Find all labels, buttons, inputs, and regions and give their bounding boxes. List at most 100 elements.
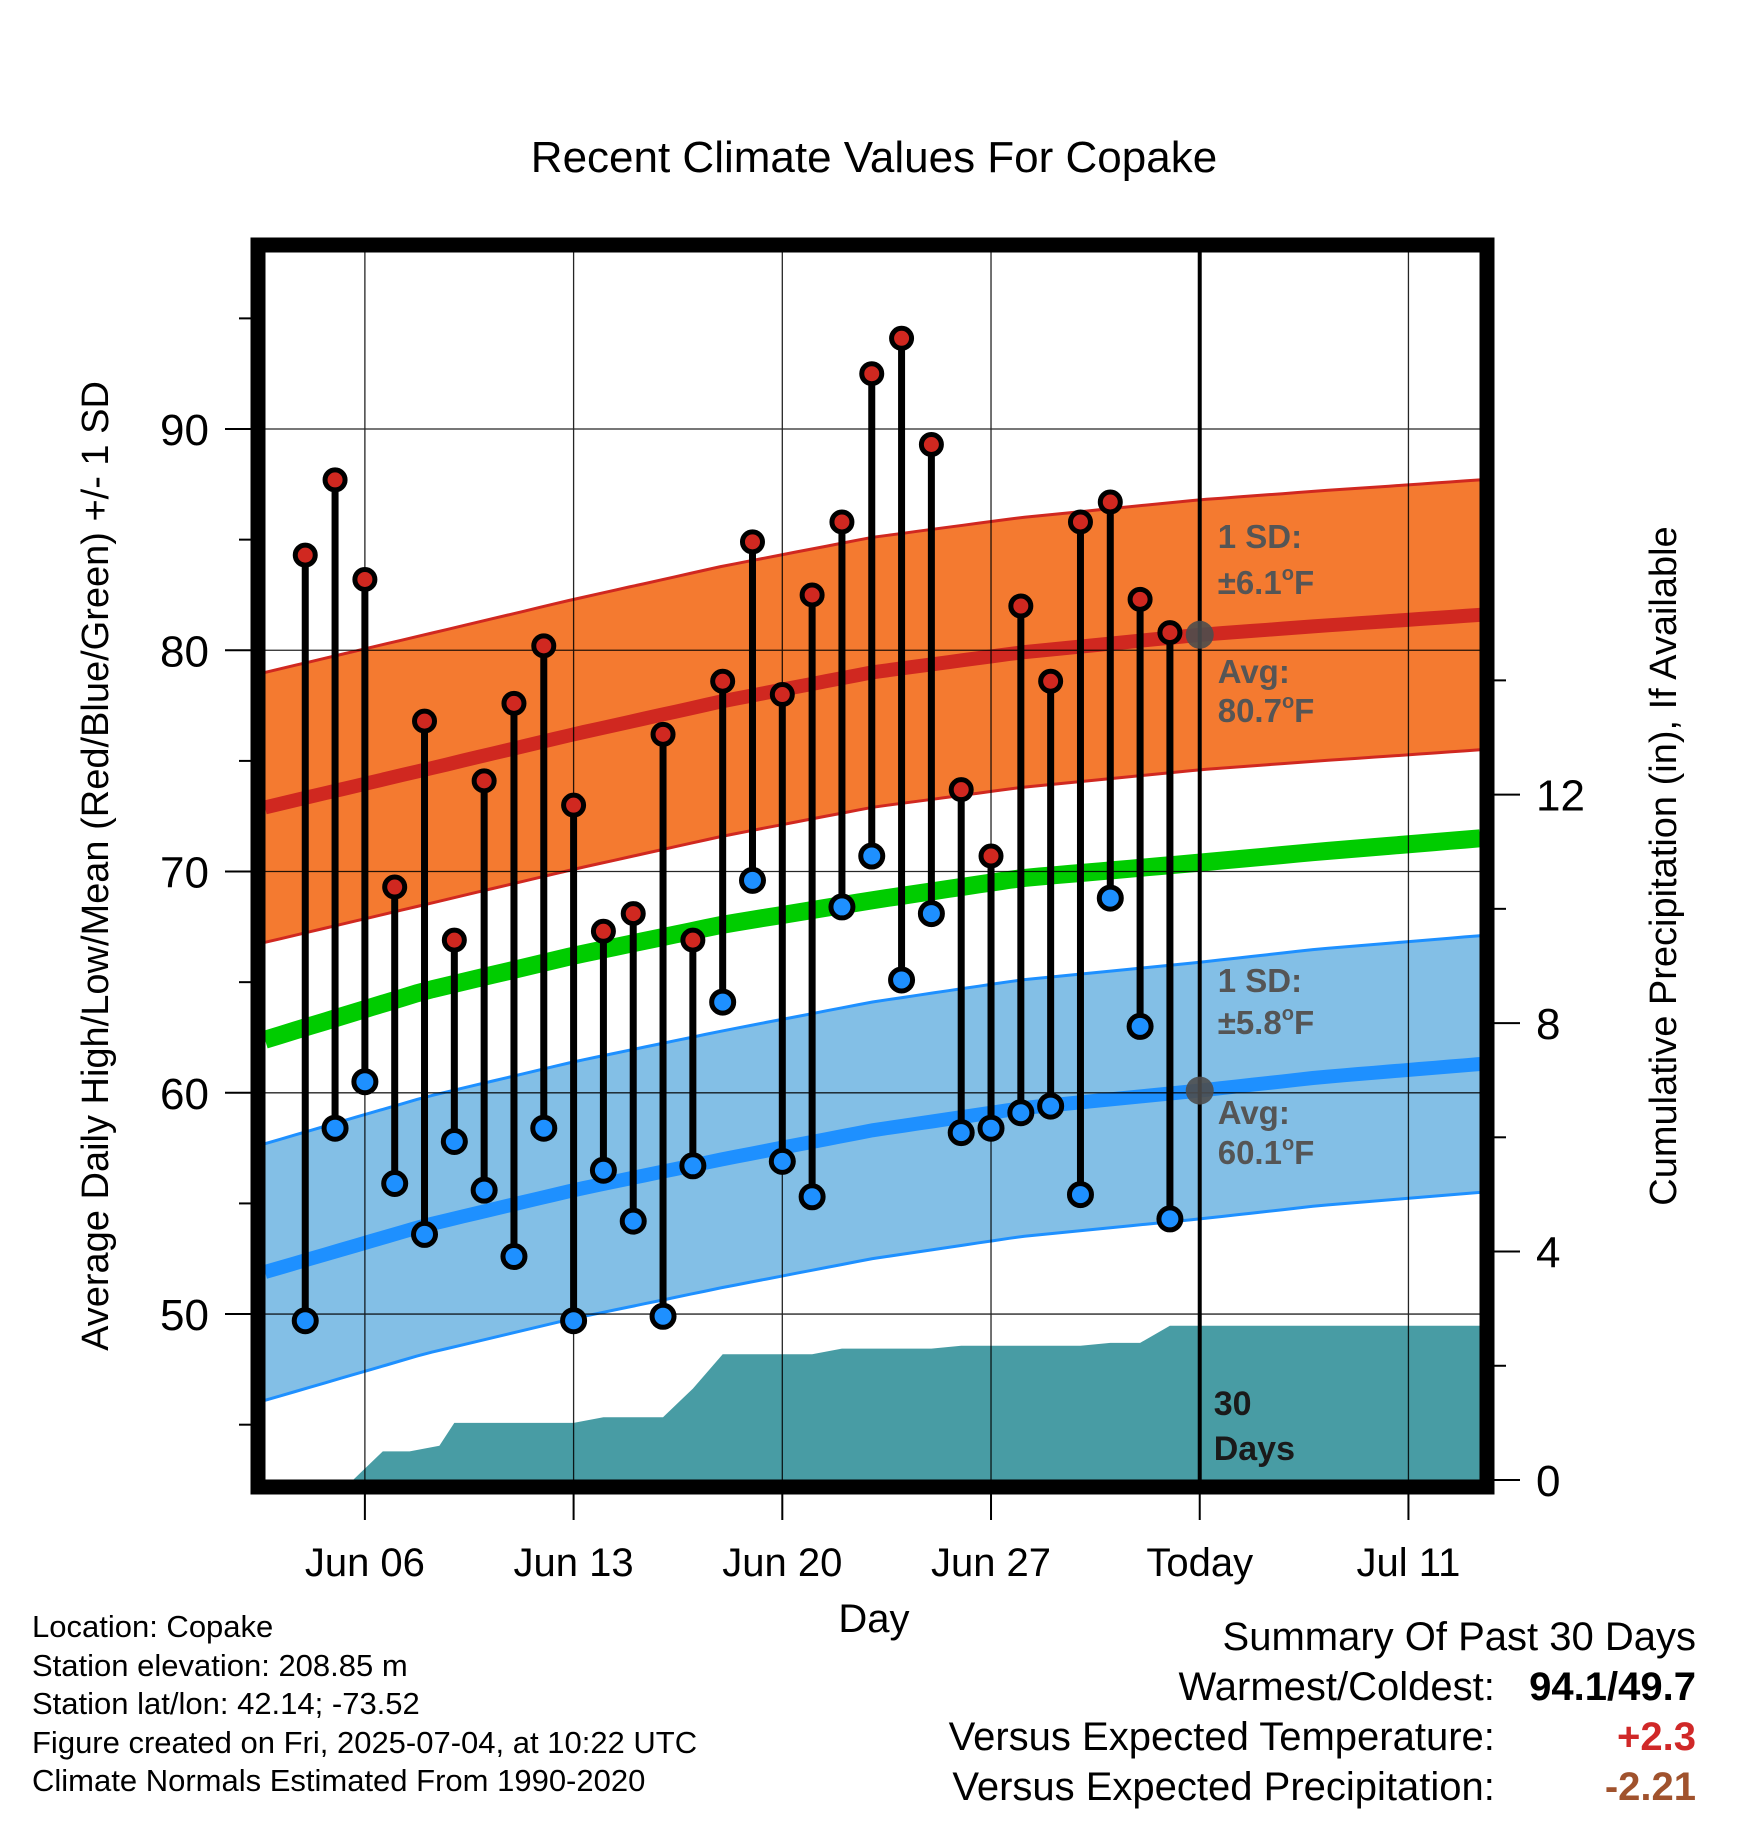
daily-low-point xyxy=(1007,1099,1035,1127)
daily-high-point xyxy=(1038,668,1064,694)
daily-low-point xyxy=(560,1307,588,1335)
station-info: Location: Copake Station elevation: 208.… xyxy=(32,1608,697,1801)
summary-panel: Summary Of Past 30 Days Warmest/Coldest:… xyxy=(949,1612,1696,1812)
daily-high-point xyxy=(948,777,974,803)
right-tick-label: 0 xyxy=(1536,1457,1560,1506)
daily-low-point xyxy=(1037,1092,1065,1120)
low-avg-value: 60.1oF xyxy=(1218,1133,1315,1171)
daily-low-point xyxy=(828,893,856,921)
right-axis-ticks xyxy=(1494,679,1520,1481)
daily-low-point xyxy=(530,1114,558,1142)
today-low-avg-point xyxy=(1185,1076,1214,1105)
bottom-tick-label: Jul 11 xyxy=(1357,1541,1461,1585)
info-elevation: Station elevation: 208.85 m xyxy=(32,1647,408,1683)
daily-low-point xyxy=(858,842,886,870)
daily-high-point xyxy=(1097,489,1123,515)
bottom-tick-label: Jun 13 xyxy=(514,1541,634,1585)
daily-low-point xyxy=(709,988,737,1016)
daily-high-point xyxy=(322,467,348,493)
right-tick-label: 12 xyxy=(1536,772,1585,821)
info-created: Figure created on Fri, 2025-07-04, at 10… xyxy=(32,1724,698,1760)
left-tick-label: 50 xyxy=(160,1291,209,1340)
left-tick-label: 90 xyxy=(160,406,209,455)
bottom-tick-label: Jun 20 xyxy=(722,1541,842,1585)
daily-high-point xyxy=(859,361,885,387)
daily-high-point xyxy=(799,582,825,608)
daily-low-point xyxy=(917,900,945,928)
daily-high-point xyxy=(1127,586,1153,612)
daily-low-point xyxy=(1066,1181,1094,1209)
daily-high-point xyxy=(1157,620,1183,646)
low-sd-value: ±5.8oF xyxy=(1218,1003,1314,1041)
info-normals: Climate Normals Estimated From 1990-2020 xyxy=(32,1763,646,1798)
precip-area xyxy=(353,1325,1480,1480)
daily-low-point xyxy=(619,1207,647,1235)
normal-low-line xyxy=(263,1057,1481,1279)
bottom-tick-label: Jun 06 xyxy=(305,1541,425,1585)
daily-low-point xyxy=(411,1220,439,1248)
high-avg-label: Avg: xyxy=(1218,653,1290,690)
right-tick-label: 8 xyxy=(1536,1000,1560,1049)
low-sd-label: 1 SD: xyxy=(1218,962,1302,999)
daily-low-point xyxy=(977,1114,1005,1142)
daily-low-point xyxy=(888,966,916,994)
daily-low-point xyxy=(589,1156,617,1184)
daily-high-point xyxy=(739,529,765,555)
daily-high-point xyxy=(531,633,557,659)
daily-low-point xyxy=(470,1176,498,1204)
daily-low-point xyxy=(798,1183,826,1211)
precip-days-label-2: Days xyxy=(1214,1430,1295,1468)
daily-low-point xyxy=(768,1147,796,1175)
summary-warm-cold-value: 94.1/49.7 xyxy=(1529,1665,1696,1709)
bottom-tick-label: Jun 27 xyxy=(931,1541,1051,1585)
left-tick-label: 80 xyxy=(160,627,209,676)
info-latlon: Station lat/lon: 42.14; -73.52 xyxy=(32,1686,420,1721)
daily-low-point xyxy=(1126,1012,1154,1040)
daily-low-point xyxy=(500,1243,528,1271)
daily-high-point xyxy=(650,721,676,747)
plot-frame xyxy=(250,237,1495,1495)
daily-high-point xyxy=(680,927,706,953)
daily-low-point xyxy=(1156,1205,1184,1233)
daily-low-point xyxy=(679,1152,707,1180)
x-axis-title: Day xyxy=(838,1597,909,1641)
low-sd-band xyxy=(265,935,1480,1401)
high-sd-value: ±6.1oF xyxy=(1218,563,1314,601)
daily-low-point xyxy=(440,1127,468,1155)
daily-high-point xyxy=(710,668,736,694)
daily-high-point xyxy=(829,509,855,535)
normal-mean-line xyxy=(262,829,1481,1049)
daily-low-point xyxy=(321,1114,349,1142)
daily-high-point xyxy=(352,566,378,592)
summary-precip: Versus Expected Precipitation: -2.21 xyxy=(949,1762,1696,1812)
bottom-axis-ticks xyxy=(363,1494,1410,1520)
y-axis-title: Average Daily High/Low/Mean (Red/Blue/Gr… xyxy=(75,381,117,1351)
daily-high-point xyxy=(471,768,497,794)
summary-temp-label: Versus Expected Temperature: xyxy=(948,1715,1495,1759)
summary-warm-cold-label: Warmest/Coldest: xyxy=(1178,1665,1495,1709)
daily-low-point xyxy=(381,1170,409,1198)
daily-high-point xyxy=(501,690,527,716)
low-sd-upper-line xyxy=(264,934,1481,1146)
y2-axis-title: Cumulative Precipitation (in), If Availa… xyxy=(1643,526,1685,1205)
daily-low-point xyxy=(947,1119,975,1147)
left-tick-label: 70 xyxy=(160,849,209,898)
daily-low-point xyxy=(649,1302,677,1330)
precip-days-label-1: 30 xyxy=(1214,1385,1252,1423)
daily-high-point xyxy=(590,918,616,944)
daily-low-point xyxy=(291,1307,319,1335)
high-sd-label: 1 SD: xyxy=(1218,518,1302,555)
summary-precip-value: -2.21 xyxy=(1604,1765,1696,1809)
high-avg-value: 80.7oF xyxy=(1218,691,1315,729)
daily-high-point xyxy=(441,927,467,953)
left-axis-ticks xyxy=(225,317,251,1426)
daily-high-point xyxy=(1067,509,1093,535)
daily-low-point xyxy=(738,866,766,894)
daily-high-point xyxy=(561,792,587,818)
low-avg-label: Avg: xyxy=(1218,1094,1290,1131)
today-high-avg-point xyxy=(1185,620,1214,649)
bottom-tick-label: Today xyxy=(1146,1541,1253,1585)
daily-low-point xyxy=(351,1068,379,1096)
daily-low-point xyxy=(1096,884,1124,912)
